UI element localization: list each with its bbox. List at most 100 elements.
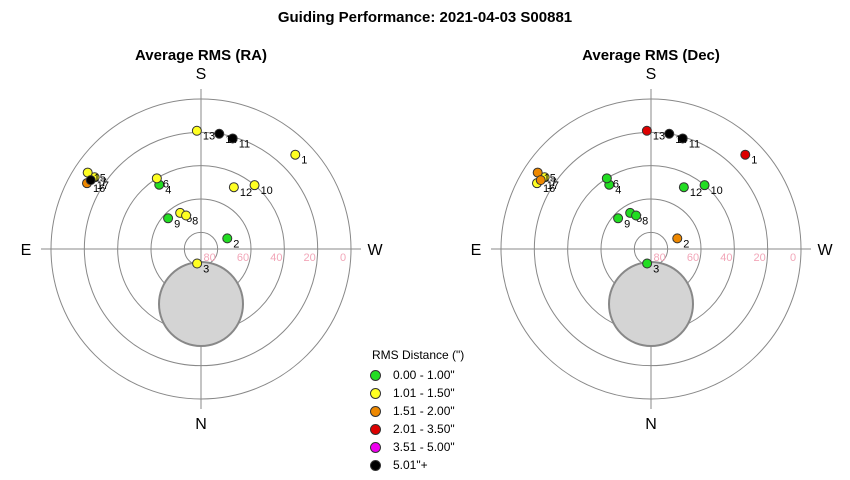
direction-label-bottom: N xyxy=(645,416,657,433)
point-label: 11 xyxy=(689,138,700,150)
ring-label: 0 xyxy=(340,252,346,264)
point-label: 4 xyxy=(165,185,171,197)
legend-label: 1.51 - 2.00" xyxy=(393,404,455,418)
data-point xyxy=(535,175,546,186)
legend-swatch xyxy=(370,369,381,381)
legend-swatch xyxy=(370,387,381,399)
exclusion-zone xyxy=(608,261,694,347)
point-label: 9 xyxy=(624,218,630,230)
data-point xyxy=(151,173,162,184)
point-label: 1 xyxy=(301,155,307,167)
data-point xyxy=(678,182,689,193)
data-point xyxy=(222,233,233,244)
point-label: 8 xyxy=(192,216,198,228)
data-point xyxy=(181,210,192,221)
direction-label-left: E xyxy=(471,242,482,259)
ring-label: 80 xyxy=(204,252,216,264)
legend-label: 0.00 - 1.00" xyxy=(393,368,455,382)
point-label: 16 xyxy=(543,183,555,195)
point-label: 3 xyxy=(653,263,659,275)
point-label: 12 xyxy=(240,187,252,199)
ring-label: 40 xyxy=(720,252,732,264)
point-label: 17 xyxy=(547,180,559,192)
point-label: 10 xyxy=(711,185,723,197)
point-label: 15 xyxy=(94,173,106,185)
point-label: 12 xyxy=(690,187,702,199)
data-point xyxy=(227,133,238,144)
data-point xyxy=(192,258,203,269)
point-label: 2 xyxy=(233,238,239,250)
legend-item: 5.01"+ xyxy=(368,456,464,474)
legend-label: 2.01 - 3.50" xyxy=(393,422,455,436)
legend-item: 2.01 - 3.50" xyxy=(368,420,464,438)
direction-label-bottom: N xyxy=(195,416,207,433)
direction-label-left: E xyxy=(21,242,32,259)
ring-label: 20 xyxy=(304,252,316,264)
data-point xyxy=(740,149,751,160)
ring-label: 60 xyxy=(237,252,249,264)
data-point xyxy=(163,213,174,224)
data-point xyxy=(672,233,683,244)
ring-label: 0 xyxy=(790,252,796,264)
legend-label: 3.51 - 5.00" xyxy=(393,440,455,454)
point-label: 9 xyxy=(174,218,180,230)
subplot-title: Average RMS (Dec) xyxy=(582,47,720,64)
legend: RMS Distance (") 0.00 - 1.00" 1.01 - 1.50… xyxy=(368,348,464,474)
data-point xyxy=(641,125,652,136)
data-point xyxy=(677,133,688,144)
point-label: 15 xyxy=(544,173,556,185)
data-point xyxy=(642,258,653,269)
point-label: 14 xyxy=(225,134,237,146)
data-point xyxy=(191,125,202,136)
ring-label: 80 xyxy=(654,252,666,264)
direction-label-top: S xyxy=(646,66,657,83)
legend-swatch xyxy=(370,423,381,435)
ring-label: 60 xyxy=(687,252,699,264)
legend-item: 1.51 - 2.00" xyxy=(368,402,464,420)
direction-label-right: W xyxy=(817,242,833,259)
legend-label: 1.01 - 1.50" xyxy=(393,386,455,400)
point-label: 8 xyxy=(642,216,648,228)
point-label: 13 xyxy=(203,131,215,143)
data-point xyxy=(214,128,225,139)
subplot-title: Average RMS (RA) xyxy=(135,47,267,64)
data-point xyxy=(601,173,612,184)
legend-swatch xyxy=(370,459,381,471)
point-label: 16 xyxy=(93,183,105,195)
point-label: 7 xyxy=(101,177,107,189)
point-label: 1 xyxy=(751,155,757,167)
data-point xyxy=(613,213,624,224)
chart-title: Guiding Performance: 2021-04-03 S00881 xyxy=(277,9,573,26)
point-label: 10 xyxy=(261,185,273,197)
legend-item: 3.51 - 5.00" xyxy=(368,438,464,456)
point-label: 11 xyxy=(239,138,250,150)
direction-label-right: W xyxy=(367,242,383,259)
point-label: 7 xyxy=(551,177,557,189)
data-point xyxy=(631,210,642,221)
point-label: 4 xyxy=(615,185,621,197)
data-point xyxy=(664,128,675,139)
data-point xyxy=(249,180,260,191)
legend-item: 0.00 - 1.00" xyxy=(368,366,464,384)
legend-label: 5.01"+ xyxy=(393,458,428,472)
point-label: 17 xyxy=(97,180,109,192)
legend-title: RMS Distance (") xyxy=(372,348,465,362)
data-point xyxy=(290,149,301,160)
point-label: 6 xyxy=(613,178,619,190)
ring-label: 40 xyxy=(270,252,282,264)
polar-chart: Average RMS (Dec)806040200SNEW1234567891… xyxy=(471,47,834,433)
legend-items: 0.00 - 1.00" 1.01 - 1.50" 1.51 - 2.00" 2.01… xyxy=(368,366,464,474)
legend-swatch xyxy=(370,405,381,417)
polar-chart: Average RMS (RA)806040200SNEW12345678910… xyxy=(21,47,384,433)
data-point xyxy=(85,175,96,186)
direction-label-top: S xyxy=(196,66,207,83)
data-point xyxy=(228,182,239,193)
point-label: 13 xyxy=(653,131,665,143)
point-label: 14 xyxy=(675,134,687,146)
ring-label: 20 xyxy=(754,252,766,264)
point-label: 6 xyxy=(163,178,169,190)
legend-swatch xyxy=(370,441,381,453)
data-point xyxy=(699,180,710,191)
point-label: 2 xyxy=(683,238,689,250)
